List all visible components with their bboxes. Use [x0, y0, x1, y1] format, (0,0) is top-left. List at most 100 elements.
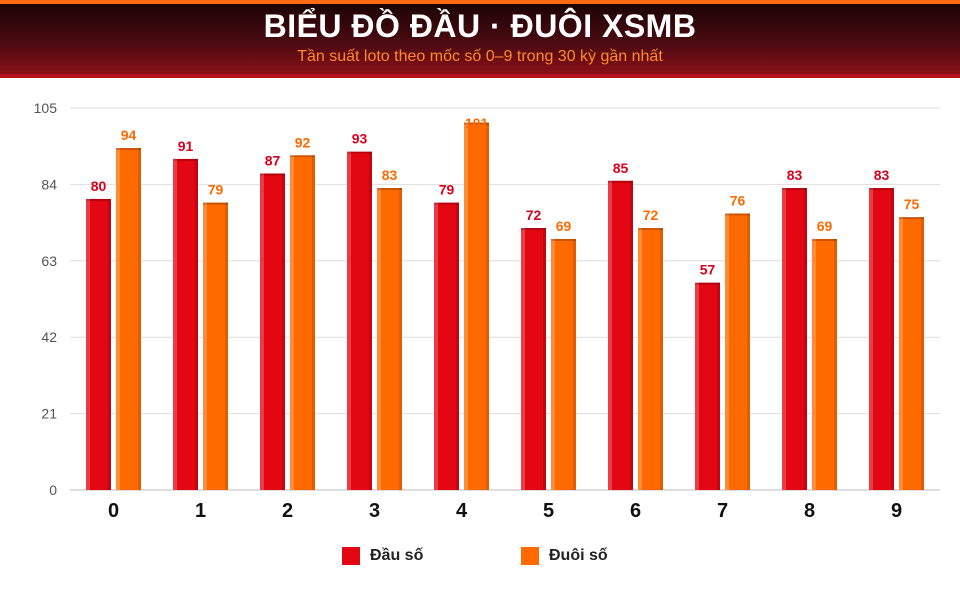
data-label: 72: [526, 207, 542, 223]
data-label: 85: [613, 160, 629, 176]
x-tick-label: 8: [804, 500, 815, 522]
bar-series: 80 94 91 79 87 92 93 83 79 101 72 69 85 72 57 76 83 69 83 7…: [86, 115, 924, 491]
bar-highlight: [695, 282, 699, 490]
header-accent-line: [0, 74, 960, 78]
y-tick-label: 21: [41, 406, 57, 422]
x-tick-label: 6: [630, 500, 641, 522]
bar-highlight: [464, 122, 468, 491]
bar-duoi-so[interactable]: [203, 202, 228, 491]
bar-shade: [369, 151, 372, 490]
bar-shade: [834, 238, 837, 490]
y-tick-label: 42: [41, 329, 57, 345]
bar-shade: [108, 198, 111, 490]
bar-highlight: [86, 198, 90, 490]
x-tick-label: 0: [108, 500, 119, 522]
x-tick-label: 2: [282, 500, 293, 522]
data-label: 79: [439, 182, 455, 198]
x-tick-label: 3: [369, 500, 380, 522]
bar-duoi-so[interactable]: [377, 188, 402, 491]
bar-dau-so[interactable]: [173, 158, 198, 490]
x-axis-ticks: 0 1 2 3 4 5 6 7 8 9: [108, 500, 902, 522]
grid-lines: [70, 107, 940, 491]
bar-shade: [312, 155, 315, 491]
bar-shade: [921, 217, 924, 490]
bar-highlight: [377, 188, 381, 491]
bar-shade: [195, 158, 198, 490]
data-label: 69: [556, 218, 572, 234]
bar-dau-so[interactable]: [782, 188, 807, 491]
data-label: 80: [91, 178, 107, 194]
data-label: 75: [904, 196, 920, 212]
bar-highlight: [638, 228, 642, 491]
x-tick-label: 5: [543, 500, 554, 522]
page-subtitle: Tần suất loto theo mốc số 0–9 trong 30 k…: [297, 48, 663, 65]
data-label: 83: [382, 167, 398, 183]
bar-shade: [225, 202, 228, 491]
bar-highlight: [434, 202, 438, 491]
data-label: 83: [874, 167, 890, 183]
data-label: 94: [121, 127, 137, 143]
bar-duoi-so[interactable]: [725, 213, 750, 490]
data-label: 76: [730, 193, 746, 209]
data-label: 69: [817, 218, 833, 234]
bar-highlight: [869, 188, 873, 491]
y-tick-label: 84: [41, 176, 57, 192]
bar-duoi-so[interactable]: [116, 148, 141, 490]
data-label: 87: [265, 152, 281, 168]
bar-dau-so[interactable]: [260, 173, 285, 490]
legend-swatch-dau-so: [342, 547, 360, 565]
y-tick-label: 0: [49, 482, 57, 498]
bar-highlight: [782, 188, 786, 491]
y-axis-ticks: 0 21 42 63 84 105: [34, 100, 58, 498]
bar-dau-so[interactable]: [695, 282, 720, 490]
x-tick-label: 7: [717, 500, 728, 522]
bar-highlight: [116, 148, 120, 490]
legend-swatch-duoi-so: [521, 547, 539, 565]
bar-shade: [543, 228, 546, 491]
legend-label-dau-so: Đầu số: [370, 547, 424, 564]
page-title: BIỂU ĐỒ ĐẦU · ĐUÔI XSMB: [263, 8, 697, 44]
bar-shade: [282, 173, 285, 490]
x-tick-label: 4: [456, 500, 468, 522]
bar-highlight: [290, 155, 294, 491]
bar-duoi-so[interactable]: [551, 238, 576, 490]
x-tick-label: 9: [891, 500, 902, 522]
bar-shade: [891, 188, 894, 491]
bar-shade: [717, 282, 720, 490]
bar-highlight: [608, 180, 612, 490]
x-tick-label: 1: [195, 500, 206, 522]
bar-shade: [456, 202, 459, 491]
data-label: 93: [352, 131, 368, 147]
bar-shade: [573, 238, 576, 490]
bar-shade: [747, 213, 750, 490]
bar-duoi-so[interactable]: [899, 217, 924, 490]
bar-highlight: [521, 228, 525, 491]
data-label: 91: [178, 138, 194, 154]
bar-duoi-so[interactable]: [290, 155, 315, 491]
data-label: 83: [787, 167, 803, 183]
data-label: 92: [295, 134, 311, 150]
header-banner: BIỂU ĐỒ ĐẦU · ĐUÔI XSMB Tần suất loto th…: [0, 0, 960, 78]
bar-dau-so[interactable]: [86, 198, 111, 490]
data-label: 101: [465, 115, 489, 131]
bar-highlight: [203, 202, 207, 491]
bar-shade: [486, 122, 489, 491]
bar-dau-so[interactable]: [521, 228, 546, 491]
legend-label-duoi-so: Đuôi số: [549, 547, 608, 564]
bar-highlight: [347, 151, 351, 490]
bar-duoi-so[interactable]: [464, 122, 489, 491]
bar-dau-so[interactable]: [608, 180, 633, 490]
bar-highlight: [725, 213, 729, 490]
bar-highlight: [812, 238, 816, 490]
bar-duoi-so[interactable]: [812, 238, 837, 490]
bar-dau-so[interactable]: [434, 202, 459, 491]
bar-shade: [660, 228, 663, 491]
bar-duoi-so[interactable]: [638, 228, 663, 491]
bar-dau-so[interactable]: [347, 151, 372, 490]
bar-highlight: [899, 217, 903, 490]
bar-shade: [399, 188, 402, 491]
data-label: 57: [700, 262, 716, 278]
y-tick-label: 63: [41, 253, 57, 269]
bar-dau-so[interactable]: [869, 188, 894, 491]
data-label: 72: [643, 207, 659, 223]
